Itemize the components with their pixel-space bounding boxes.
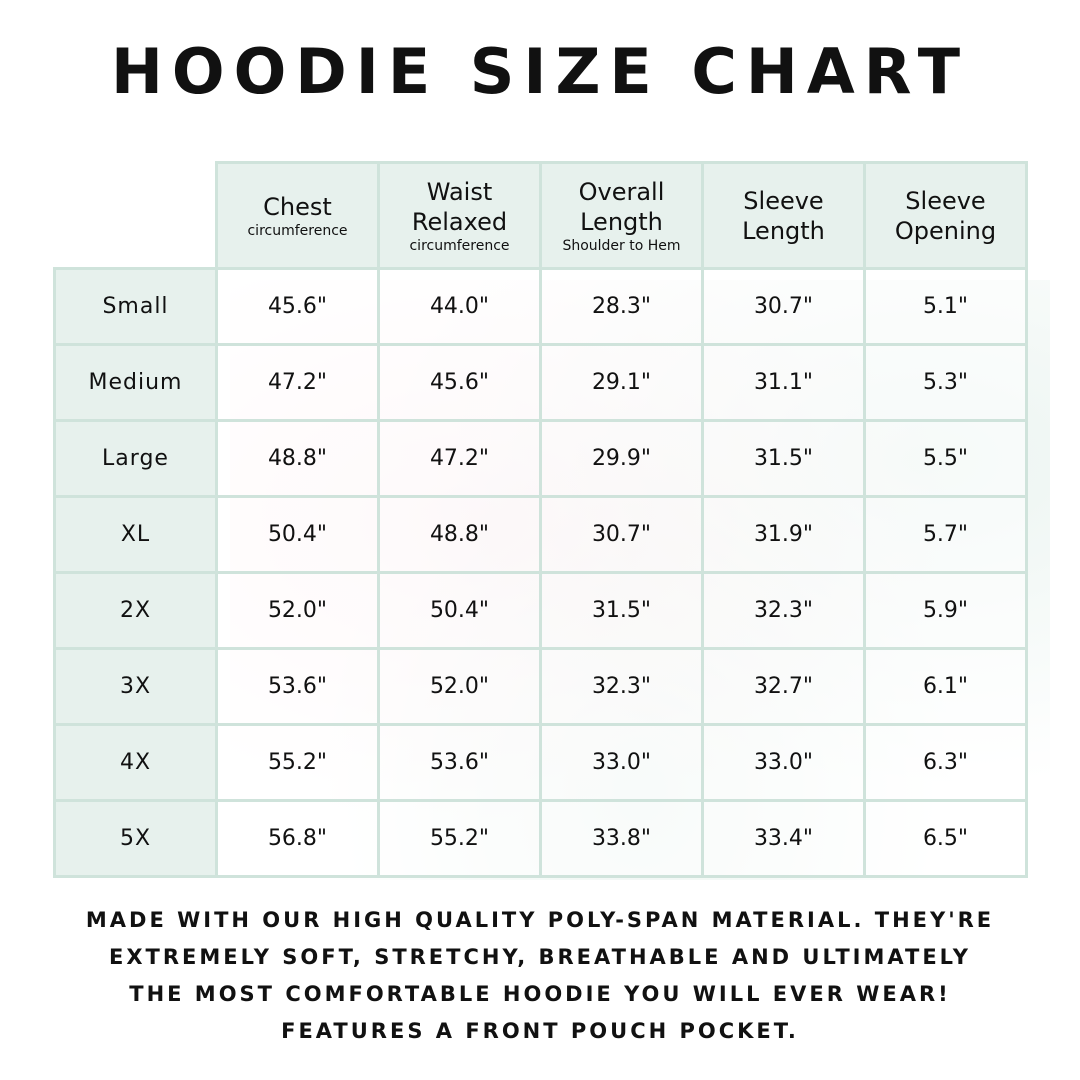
measurement-cell: 31.9" [701, 495, 866, 574]
size-label: 3X [53, 647, 218, 726]
measurement-cell: 50.4" [215, 495, 380, 574]
measurement-cell: 33.0" [539, 723, 704, 802]
measurement-cell: 30.7" [539, 495, 704, 574]
measurement-cell: 45.6" [215, 267, 380, 346]
measurement-cell: 6.1" [863, 647, 1028, 726]
column-label: Sleeve Length [742, 186, 825, 245]
measurement-cell: 5.9" [863, 571, 1028, 650]
table-row: 5X 56.8" 55.2" 33.8" 33.4" 6.5" [53, 799, 1028, 878]
measurement-cell: 30.7" [701, 267, 866, 346]
table-row: Large 48.8" 47.2" 29.9" 31.5" 5.5" [53, 419, 1028, 498]
corner-cell [55, 163, 217, 269]
measurement-cell: 56.8" [215, 799, 380, 878]
measurement-cell: 6.5" [863, 799, 1028, 878]
size-chart-table: Chest circumference Waist Relaxed circumfe… [53, 161, 1028, 878]
table-row: 3X 53.6" 52.0" 32.3" 32.7" 6.1" [53, 647, 1028, 726]
measurement-cell: 33.0" [701, 723, 866, 802]
column-label: Chest [263, 192, 332, 221]
size-label: XL [53, 495, 218, 574]
measurement-cell: 48.8" [215, 419, 380, 498]
column-label: Waist Relaxed [411, 177, 508, 236]
column-label: Overall Length [578, 177, 665, 236]
size-label: 5X [53, 799, 218, 878]
measurement-cell: 6.3" [863, 723, 1028, 802]
measurement-cell: 32.3" [701, 571, 866, 650]
page-title: HOODIE SIZE CHART [110, 35, 969, 108]
measurement-cell: 33.8" [539, 799, 704, 878]
measurement-cell: 45.6" [377, 343, 542, 422]
measurement-cell: 31.5" [539, 571, 704, 650]
measurement-cell: 48.8" [377, 495, 542, 574]
column-header-waist: Waist Relaxed circumference [377, 161, 542, 270]
column-header-sleeve-length: Sleeve Length [701, 161, 866, 270]
measurement-cell: 29.9" [539, 419, 704, 498]
table-row: 2X 52.0" 50.4" 31.5" 32.3" 5.9" [53, 571, 1028, 650]
size-label: Medium [53, 343, 218, 422]
measurement-cell: 52.0" [377, 647, 542, 726]
measurement-cell: 33.4" [701, 799, 866, 878]
table-row: XL 50.4" 48.8" 30.7" 31.9" 5.7" [53, 495, 1028, 574]
measurement-cell: 32.3" [539, 647, 704, 726]
size-label: Small [53, 267, 218, 346]
measurement-cell: 31.1" [701, 343, 866, 422]
column-sublabel: circumference [247, 222, 348, 239]
measurement-cell: 53.6" [377, 723, 542, 802]
measurement-cell: 31.5" [701, 419, 866, 498]
measurement-cell: 28.3" [539, 267, 704, 346]
description-line: Made with our high quality poly-span mat… [85, 908, 995, 932]
description-line: the most comfortable hoodie you will eve… [129, 982, 951, 1006]
measurement-cell: 47.2" [377, 419, 542, 498]
table-row: Medium 47.2" 45.6" 29.1" 31.1" 5.3" [53, 343, 1028, 422]
measurement-cell: 29.1" [539, 343, 704, 422]
column-sublabel: circumference [409, 237, 510, 254]
table-row: Small 45.6" 44.0" 28.3" 30.7" 5.1" [53, 267, 1028, 346]
column-label: Sleeve Opening [894, 186, 997, 245]
measurement-cell: 5.7" [863, 495, 1028, 574]
description-text: Made with our high quality poly-span mat… [0, 902, 1080, 1050]
measurement-cell: 32.7" [701, 647, 866, 726]
description-line: Features a front pouch pocket. [281, 1019, 799, 1043]
header-row: Chest circumference Waist Relaxed circumfe… [55, 161, 1028, 270]
measurement-cell: 44.0" [377, 267, 542, 346]
description-line: extremely soft, stretchy, breathable and… [109, 945, 971, 969]
size-label: 2X [53, 571, 218, 650]
column-header-overall-length: Overall Length Shoulder to Hem [539, 161, 704, 270]
measurement-cell: 5.5" [863, 419, 1028, 498]
measurement-cell: 55.2" [215, 723, 380, 802]
column-sublabel: Shoulder to Hem [562, 237, 681, 254]
measurement-cell: 5.3" [863, 343, 1028, 422]
size-label: Large [53, 419, 218, 498]
measurement-cell: 50.4" [377, 571, 542, 650]
column-header-chest: Chest circumference [215, 161, 380, 270]
table-row: 4X 55.2" 53.6" 33.0" 33.0" 6.3" [53, 723, 1028, 802]
size-label: 4X [53, 723, 218, 802]
measurement-cell: 5.1" [863, 267, 1028, 346]
column-header-sleeve-opening: Sleeve Opening [863, 161, 1028, 270]
measurement-cell: 47.2" [215, 343, 380, 422]
measurement-cell: 55.2" [377, 799, 542, 878]
measurement-cell: 52.0" [215, 571, 380, 650]
measurement-cell: 53.6" [215, 647, 380, 726]
